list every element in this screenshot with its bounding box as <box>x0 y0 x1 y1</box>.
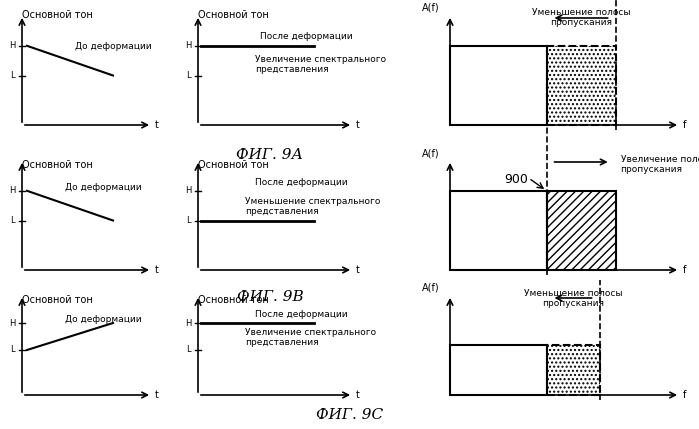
Text: 900: 900 <box>505 173 528 186</box>
Text: ФИГ. 9А: ФИГ. 9А <box>236 148 303 162</box>
Text: Уменьшение спектрального
представления: Уменьшение спектрального представления <box>245 197 380 216</box>
Text: H: H <box>185 318 191 327</box>
Text: L: L <box>187 345 191 354</box>
Text: f: f <box>683 120 686 130</box>
Text: До деформации: До деформации <box>65 183 142 192</box>
Text: После деформации: После деформации <box>255 178 347 187</box>
Text: H: H <box>8 186 15 195</box>
Text: L: L <box>10 345 15 354</box>
Text: Основной тон: Основной тон <box>22 10 93 20</box>
Text: t: t <box>356 120 360 130</box>
Text: Основной тон: Основной тон <box>22 160 93 170</box>
Text: t: t <box>155 265 159 275</box>
Text: A(f): A(f) <box>422 148 440 158</box>
Text: После деформации: После деформации <box>255 310 347 319</box>
Text: A(f): A(f) <box>422 3 440 13</box>
Text: H: H <box>8 318 15 327</box>
Text: H: H <box>8 41 15 50</box>
Text: Уменьшение полосы
пропускания: Уменьшение полосы пропускания <box>524 289 622 308</box>
Text: t: t <box>356 265 360 275</box>
Text: Основной тон: Основной тон <box>198 10 268 20</box>
Bar <box>450 345 547 395</box>
Text: f: f <box>683 265 686 275</box>
Text: t: t <box>356 390 360 400</box>
Text: Основной тон: Основной тон <box>198 160 268 170</box>
Text: После деформации: После деформации <box>260 32 352 41</box>
Text: t: t <box>155 390 159 400</box>
Text: H: H <box>185 41 191 50</box>
Bar <box>547 191 616 270</box>
Text: Основной тон: Основной тон <box>22 295 93 305</box>
Text: До деформации: До деформации <box>65 315 142 324</box>
Text: L: L <box>187 216 191 225</box>
Text: A(f): A(f) <box>422 283 440 293</box>
Text: L: L <box>10 71 15 80</box>
Text: Увеличение спектрального
представления: Увеличение спектрального представления <box>255 55 386 74</box>
Text: ФИГ. 9С: ФИГ. 9С <box>317 408 384 422</box>
Text: L: L <box>10 216 15 225</box>
Text: Уменьшение полосы
пропускания: Уменьшение полосы пропускания <box>532 8 630 27</box>
Text: f: f <box>683 390 686 400</box>
Text: Увеличение полосы
пропускания: Увеличение полосы пропускания <box>621 155 699 175</box>
Bar <box>450 191 547 270</box>
Bar <box>547 345 600 395</box>
Text: Основной тон: Основной тон <box>198 295 268 305</box>
Text: H: H <box>185 186 191 195</box>
Text: t: t <box>155 120 159 130</box>
Text: L: L <box>187 71 191 80</box>
Bar <box>547 46 616 125</box>
Bar <box>450 46 547 125</box>
Text: ФИГ. 9В: ФИГ. 9В <box>237 290 303 304</box>
Text: Увеличение спектрального
представления: Увеличение спектрального представления <box>245 328 376 347</box>
Text: До деформации: До деформации <box>75 42 152 51</box>
